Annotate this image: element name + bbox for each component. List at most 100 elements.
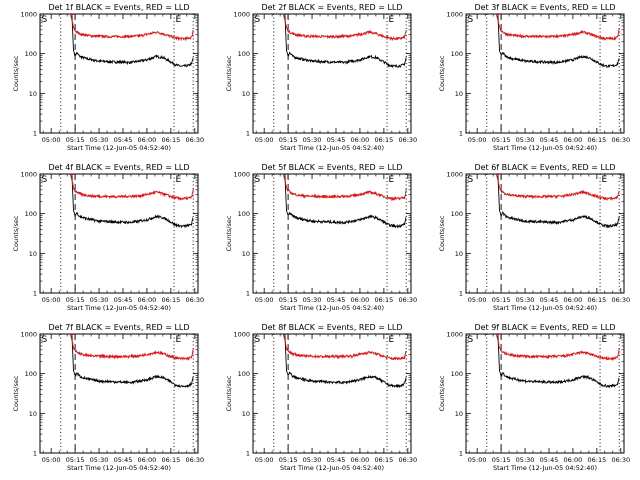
y-tick-label: 100 [238, 50, 250, 58]
x-axis-label: Start Time (12-Jun-05 04:52:40) [493, 464, 597, 472]
y-tick-label: 10 [455, 250, 463, 258]
y-tick-label: 10 [242, 250, 250, 258]
x-tick-label: 05:15 [279, 136, 298, 144]
panel-title: Det 8f BLACK = Events, RED = LLD [261, 323, 402, 332]
panel-8: Det 8f BLACK = Events, RED = LLD 1 10 100 10… [225, 323, 417, 472]
y-tick-label: 100 [451, 50, 463, 58]
x-tick-label: 06:30 [185, 456, 204, 464]
x-tick-label: 05:15 [492, 456, 511, 464]
x-tick-label: 06:15 [375, 456, 394, 464]
y-tick-label: 1000 [446, 11, 463, 19]
x-tick-label: 05:00 [42, 296, 61, 304]
x-tick-label: 05:15 [66, 136, 85, 144]
x-tick-label: 05:15 [492, 136, 511, 144]
plot-frame [252, 333, 412, 454]
panel-title: Det 1f BLACK = Events, RED = LLD [48, 3, 189, 12]
plot-frame [39, 333, 199, 454]
y-tick-label: 1000 [20, 11, 37, 19]
end-marker: E [389, 15, 395, 25]
series-events-line [71, 333, 194, 388]
y-tick-label: 100 [238, 210, 250, 218]
y-tick-label: 1000 [233, 331, 250, 339]
panel-4: Det 4f BLACK = Events, RED = LLD 1 10 100 10… [12, 163, 204, 312]
series-lld-line [282, 173, 407, 202]
panel-title: Det 6f BLACK = Events, RED = LLD [474, 163, 615, 172]
x-axis-label: Start Time (12-Jun-05 04:52:40) [67, 144, 171, 152]
y-tick-label: 1 [246, 290, 250, 298]
plot-frame [252, 13, 412, 134]
series-lld-line [495, 173, 620, 201]
series-lld-line [495, 13, 620, 41]
x-tick-label: 05:30 [516, 296, 535, 304]
y-tick-label: 10 [29, 90, 37, 98]
x-tick-label: 06:00 [564, 136, 583, 144]
x-tick-label: 06:00 [138, 456, 157, 464]
x-tick-label: 06:15 [162, 296, 181, 304]
panel-title: Det 5f BLACK = Events, RED = LLD [261, 163, 402, 172]
end-marker: E [176, 15, 182, 25]
series-lld-line [69, 13, 194, 42]
y-tick-label: 10 [455, 90, 463, 98]
y-axis-label: Counts/sec [438, 55, 446, 91]
series-events-line [71, 13, 194, 68]
start-marker: S [255, 335, 261, 345]
y-tick-label: 100 [25, 50, 37, 58]
x-tick-label: 05:45 [540, 456, 559, 464]
panel-5: Det 5f BLACK = Events, RED = LLD 1 10 100 10… [225, 163, 417, 312]
x-tick-label: 05:45 [540, 136, 559, 144]
y-tick-label: 1 [33, 130, 37, 138]
x-tick-label: 06:00 [138, 136, 157, 144]
x-tick-label: 05:00 [255, 456, 274, 464]
y-axis-label: Counts/sec [225, 215, 233, 251]
y-axis-label: Counts/sec [12, 215, 20, 251]
series-lld-line [282, 333, 407, 361]
start-marker: S [468, 175, 474, 185]
x-tick-label: 06:15 [162, 136, 181, 144]
x-axis-label: Start Time (12-Jun-05 04:52:40) [280, 464, 384, 472]
y-tick-label: 1 [246, 130, 250, 138]
x-tick-label: 05:45 [540, 296, 559, 304]
plot-frame [465, 333, 625, 454]
x-tick-label: 06:15 [588, 296, 607, 304]
panel-2: Det 2f BLACK = Events, RED = LLD 1 10 100 10… [225, 3, 417, 152]
x-tick-label: 05:30 [303, 296, 322, 304]
y-tick-label: 1 [33, 290, 37, 298]
x-tick-label: 06:00 [351, 456, 370, 464]
panel-1: Det 1f BLACK = Events, RED = LLD 1 10 100 10… [12, 3, 204, 152]
x-tick-label: 05:45 [327, 456, 346, 464]
y-tick-label: 1000 [233, 11, 250, 19]
plot-frame [39, 13, 199, 134]
x-tick-label: 05:15 [66, 296, 85, 304]
y-tick-label: 1 [459, 290, 463, 298]
x-tick-label: 06:00 [351, 136, 370, 144]
y-tick-label: 1000 [20, 331, 37, 339]
y-tick-label: 1000 [446, 331, 463, 339]
plot-frame [39, 173, 199, 294]
end-marker: E [389, 335, 395, 345]
panel-7: Det 7f BLACK = Events, RED = LLD 1 10 100 10… [12, 323, 204, 472]
x-tick-label: 06:15 [588, 136, 607, 144]
y-tick-label: 1 [246, 450, 250, 458]
x-axis-label: Start Time (12-Jun-05 04:52:40) [67, 304, 171, 312]
y-tick-label: 100 [25, 370, 37, 378]
x-tick-label: 06:30 [398, 136, 417, 144]
y-axis-label: Counts/sec [225, 375, 233, 411]
y-tick-label: 100 [25, 210, 37, 218]
x-tick-label: 05:30 [516, 136, 535, 144]
x-tick-label: 05:00 [42, 136, 61, 144]
x-tick-label: 05:00 [468, 456, 487, 464]
y-axis-label: Counts/sec [12, 375, 20, 411]
end-marker: E [602, 335, 608, 345]
y-tick-label: 100 [451, 370, 463, 378]
x-tick-label: 06:00 [138, 296, 157, 304]
panel-9: Det 9f BLACK = Events, RED = LLD 1 10 100 10… [438, 323, 630, 472]
y-tick-label: 100 [238, 370, 250, 378]
x-axis-label: Start Time (12-Jun-05 04:52:40) [493, 304, 597, 312]
x-tick-label: 05:30 [90, 456, 109, 464]
y-tick-label: 100 [451, 210, 463, 218]
panel-title: Det 4f BLACK = Events, RED = LLD [48, 163, 189, 172]
y-axis-label: Counts/sec [438, 215, 446, 251]
y-tick-label: 1 [459, 450, 463, 458]
x-tick-label: 06:15 [375, 136, 394, 144]
x-tick-label: 05:00 [255, 136, 274, 144]
